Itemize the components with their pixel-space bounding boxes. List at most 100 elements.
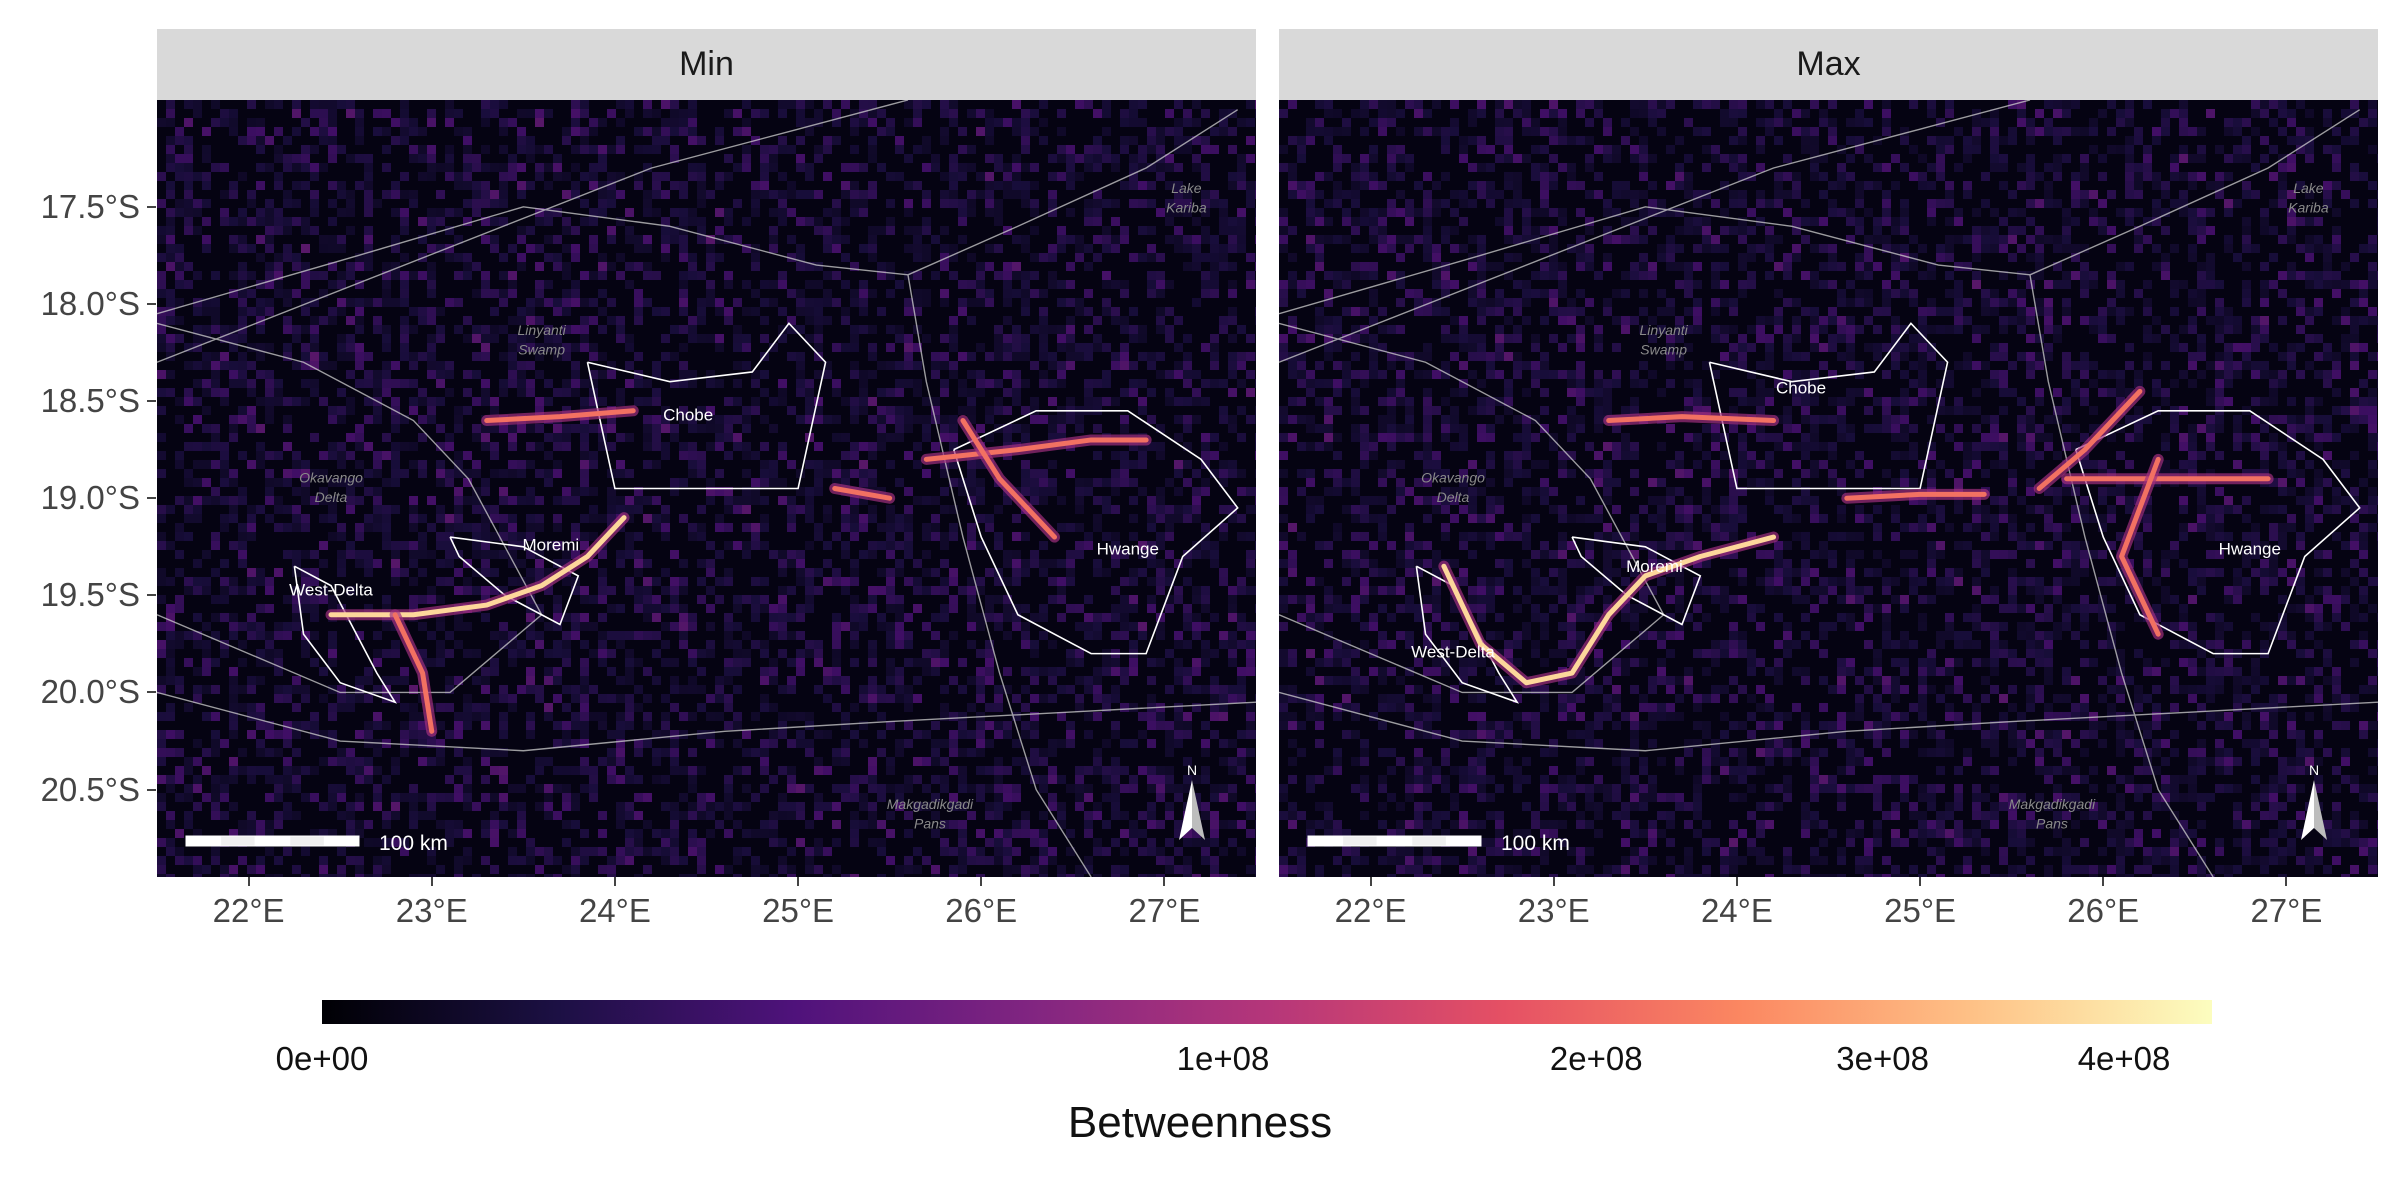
corridor-line [1606, 414, 1777, 424]
north-arrow-label: N [2309, 762, 2319, 778]
scale-bar-segment [1445, 835, 1482, 847]
feature-label: Delta [1437, 489, 1470, 505]
y-tick-label: 19.5°S [40, 576, 140, 614]
y-tick-label: 20.5°S [40, 770, 140, 808]
boundary-line [157, 100, 909, 363]
scale-bar-segment [1342, 835, 1378, 847]
feature-label: Makgadikgadi [2009, 796, 2096, 812]
y-tick [147, 691, 156, 694]
x-tick-label: 22°E [212, 892, 285, 929]
corridor-line [484, 408, 636, 424]
feature-label: Lake [2293, 180, 2324, 196]
place-label: Chobe [663, 406, 713, 425]
scale-bar: 100 km [185, 832, 448, 855]
x-tick-label: 24°E [1700, 892, 1773, 929]
boundary-line [907, 274, 1092, 877]
x-tick [2102, 877, 2105, 886]
x-tick [1369, 877, 1372, 886]
scale-bar-segment [1411, 835, 1447, 847]
map-panel-max: Chobe Moremi West-Delta Hwange Lake Kariba Lin… [1279, 100, 2378, 877]
y-tick-label: 20.0°S [40, 673, 140, 711]
x-tick [1163, 877, 1166, 886]
scale-bar-segment [220, 835, 256, 847]
x-tick-label: 27°E [2250, 892, 2323, 929]
x-tick-label: 26°E [945, 892, 1018, 929]
scale-bar-segment [1307, 835, 1344, 847]
feature-label: Delta [315, 489, 348, 505]
scale-bar-label: 100 km [1501, 832, 1570, 855]
feature-label: Kariba [2288, 200, 2329, 216]
feature-label: Swamp [518, 341, 565, 357]
boundary-line [1279, 206, 2031, 315]
x-tick [1735, 877, 1738, 886]
x-tick-label: 24°E [578, 892, 651, 929]
x-tick-label: 23°E [395, 892, 468, 929]
feature-label: Okavango [299, 470, 363, 486]
feature-label: Kariba [1166, 200, 1207, 216]
legend-tick-label: 4e+08 [2077, 1040, 2171, 1077]
boundary-line [2029, 109, 2361, 276]
x-tick [613, 877, 616, 886]
corridor-line [960, 418, 1058, 540]
y-tick [147, 497, 156, 500]
corridor-line [2036, 388, 2143, 491]
corridors [1438, 385, 2274, 689]
y-tick-label: 18.0°S [40, 284, 140, 322]
north-arrow-left [1179, 780, 1192, 840]
facet-title-max: Max [1796, 45, 1861, 83]
boundary-line [157, 691, 1256, 752]
x-tick [247, 877, 250, 886]
scale-bar-segment [185, 835, 222, 847]
facet-title-min: Min [679, 45, 734, 83]
boundary-line [2029, 274, 2214, 877]
x-tick [980, 877, 983, 886]
legend-tick-label: 2e+08 [1549, 1040, 1643, 1077]
y-tick [147, 788, 156, 791]
north-arrow: N [1179, 762, 1205, 840]
north-arrow-right [2314, 780, 2327, 840]
park-outline [953, 409, 1239, 655]
y-tick [147, 302, 156, 305]
y-tick [147, 205, 156, 208]
betweenness-raster [157, 100, 1256, 877]
park-outline [449, 536, 580, 626]
y-tick [147, 594, 156, 597]
place-label: West-Delta [289, 580, 373, 599]
north-arrow-left [2301, 780, 2314, 840]
admin-boundaries [157, 100, 1256, 877]
x-tick [1552, 877, 1555, 886]
facet-strip-min: Min [157, 29, 1256, 100]
x-tick [1919, 877, 1922, 886]
x-tick-label: 25°E [762, 892, 835, 929]
feature-label: Linyanti [1640, 322, 1689, 338]
x-tick [2285, 877, 2288, 886]
x-tick [430, 877, 433, 886]
y-tick [147, 400, 156, 403]
park-outline [586, 322, 827, 490]
betweenness-raster [1279, 100, 2378, 877]
corridor-line [1441, 534, 1777, 686]
corridor-line [2119, 456, 2161, 637]
feature-label: Pans [914, 815, 946, 831]
x-tick-label: 26°E [2067, 892, 2140, 929]
place-label: Moremi [1626, 557, 1683, 576]
map-svg-min: Chobe Moremi West-Delta Hwange Lake Kariba Lin… [157, 100, 1256, 877]
legend-tick-label: 3e+08 [1836, 1040, 1929, 1077]
park-outline [293, 565, 398, 704]
north-arrow-label: N [1187, 762, 1197, 778]
place-label: West-Delta [1411, 642, 1495, 661]
corridor-line [832, 486, 893, 501]
y-tick-label: 18.5°S [40, 382, 140, 420]
facet-strip-max: Max [1279, 29, 2378, 100]
feature-label: Okavango [1421, 470, 1485, 486]
feature-label: Pans [2036, 815, 2068, 831]
feature-label: Makgadikgadi [887, 796, 974, 812]
feature-label: Linyanti [518, 322, 567, 338]
boundary-line [907, 109, 1239, 276]
x-tick-label: 27°E [1128, 892, 1201, 929]
scale-bar: 100 km [1307, 832, 1570, 855]
x-tick [797, 877, 800, 886]
scale-bar-segment [289, 835, 325, 847]
boundary-line [1279, 100, 2031, 363]
legend-tick-label: 1e+08 [1176, 1040, 1270, 1077]
